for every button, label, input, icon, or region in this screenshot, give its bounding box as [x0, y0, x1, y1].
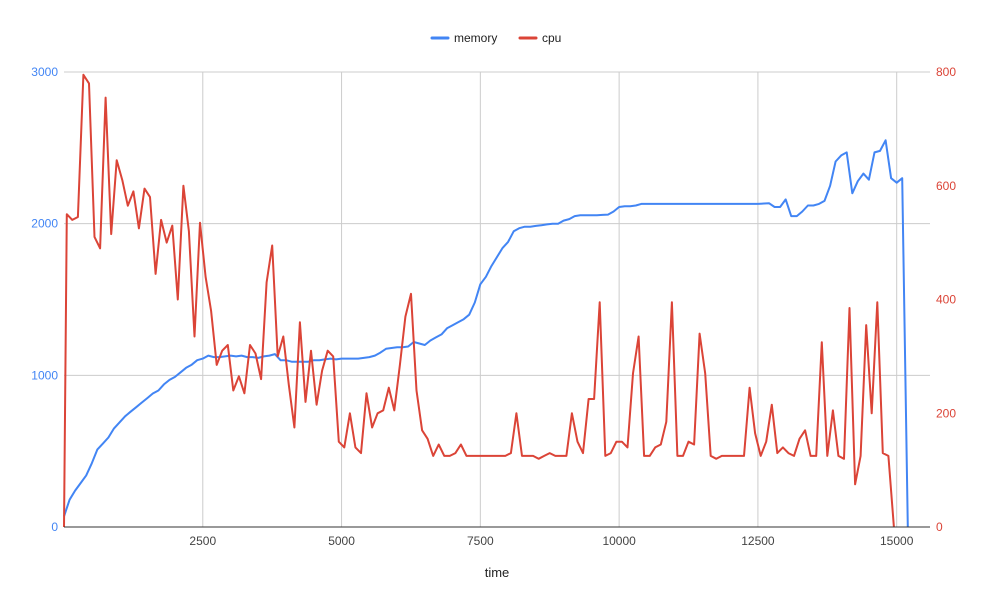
legend: memory cpu — [430, 31, 561, 45]
y-left-tick-label: 0 — [51, 520, 58, 534]
y-right-tick-label: 0 — [936, 520, 943, 534]
y-right-tick-label: 800 — [936, 65, 956, 79]
y-left-tick-label: 1000 — [31, 368, 58, 382]
y-left-tick-label: 2000 — [31, 217, 58, 231]
x-axis-label: time — [485, 565, 510, 580]
y-right-tick-label: 200 — [936, 406, 956, 420]
x-tick-label: 10000 — [602, 534, 636, 548]
y-left-tick-label: 3000 — [31, 65, 58, 79]
x-tick-label: 12500 — [741, 534, 775, 548]
y-right-tick-label: 400 — [936, 293, 956, 307]
gridlines — [64, 71, 930, 527]
series-layer — [63, 73, 909, 528]
x-tick-label: 2500 — [189, 534, 216, 548]
legend-label-memory: memory — [454, 31, 497, 45]
x-tick-label: 15000 — [880, 534, 914, 548]
y-right-tick-labels: 0 200 400 600 800 — [936, 65, 956, 534]
y-left-tick-labels: 0 1000 2000 3000 — [31, 65, 58, 534]
series-line-memory — [63, 139, 909, 528]
x-tick-labels: 2500 5000 7500 10000 12500 15000 — [189, 534, 913, 548]
legend-label-cpu: cpu — [542, 31, 561, 45]
series-line-cpu — [63, 73, 895, 528]
y-right-tick-label: 600 — [936, 179, 956, 193]
x-tick-label: 5000 — [328, 534, 355, 548]
x-tick-label: 7500 — [467, 534, 494, 548]
